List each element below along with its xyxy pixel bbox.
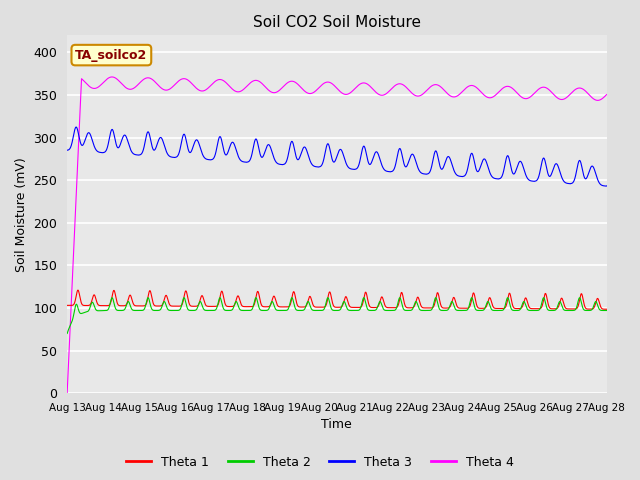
Theta 2 — [603, 308, 611, 313]
Line: Theta 4: Theta 4 — [67, 77, 607, 393]
Title: Soil CO2 Soil Moisture: Soil CO2 Soil Moisture — [253, 15, 421, 30]
Theta 1 — [473, 302, 481, 308]
Theta 4 — [473, 85, 481, 91]
Theta 1 — [603, 306, 611, 312]
Theta 4 — [246, 80, 254, 85]
Theta 1 — [74, 287, 82, 293]
Y-axis label: Soil Moisture (mV): Soil Moisture (mV) — [15, 157, 28, 272]
Theta 4 — [63, 390, 71, 396]
Theta 3 — [603, 183, 611, 189]
Theta 4 — [458, 90, 465, 96]
Line: Theta 2: Theta 2 — [67, 298, 607, 334]
Theta 3 — [473, 168, 481, 174]
Theta 4 — [108, 74, 116, 80]
Theta 3 — [573, 165, 581, 170]
Text: TA_soilco2: TA_soilco2 — [76, 48, 147, 61]
Theta 2 — [580, 307, 588, 312]
Theta 2 — [576, 295, 584, 300]
Theta 3 — [246, 156, 254, 162]
Theta 2 — [458, 308, 465, 313]
Theta 3 — [580, 173, 588, 179]
Theta 2 — [319, 308, 326, 313]
X-axis label: Time: Time — [321, 419, 352, 432]
Theta 2 — [473, 307, 481, 313]
Theta 1 — [319, 304, 326, 310]
Theta 2 — [246, 308, 254, 313]
Theta 1 — [458, 305, 465, 311]
Theta 4 — [319, 82, 326, 87]
Theta 4 — [603, 92, 611, 97]
Theta 3 — [319, 161, 326, 167]
Theta 3 — [72, 124, 80, 130]
Theta 4 — [580, 87, 588, 93]
Theta 3 — [603, 183, 611, 189]
Theta 1 — [573, 305, 581, 311]
Theta 2 — [63, 331, 71, 336]
Theta 4 — [573, 85, 581, 91]
Theta 3 — [458, 174, 465, 180]
Theta 1 — [246, 304, 254, 310]
Theta 1 — [63, 302, 71, 308]
Theta 3 — [63, 147, 71, 153]
Line: Theta 3: Theta 3 — [67, 127, 607, 186]
Theta 2 — [573, 302, 581, 308]
Line: Theta 1: Theta 1 — [67, 290, 607, 309]
Theta 1 — [580, 300, 588, 306]
Legend: Theta 1, Theta 2, Theta 3, Theta 4: Theta 1, Theta 2, Theta 3, Theta 4 — [121, 451, 519, 474]
